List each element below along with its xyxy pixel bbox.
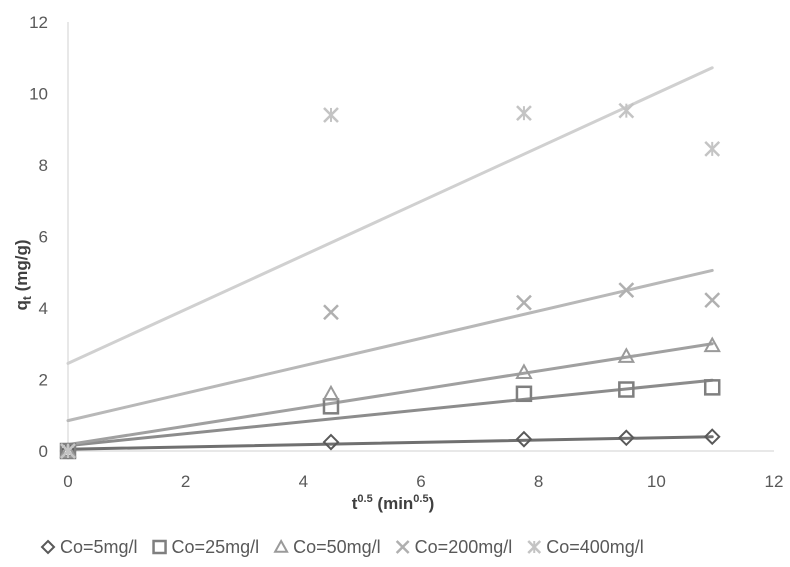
legend-item: Co=25mg/l [152,537,260,557]
data-point [323,107,339,123]
data-point [618,381,635,398]
x-tick-label: 0 [63,472,72,491]
legend-label: Co=50mg/l [293,537,381,557]
legend-item: Co=400mg/l [527,537,644,557]
y-tick-label: 4 [39,299,48,318]
trendline [66,435,714,451]
data-point [617,429,635,447]
data-point [395,540,410,554]
y-axis-title: qt (mg/g) [12,239,34,310]
x-tick-label: 4 [299,472,308,491]
legend-label: Co=400mg/l [546,537,644,557]
y-tick-label: 0 [39,442,48,461]
tick-labels: 0 2 4 6 8 10 12 0 2 4 6 8 10 12 [29,13,783,491]
data-point [618,102,635,119]
data-point [516,294,532,311]
x-tick-label: 2 [181,472,190,491]
data-point [322,384,340,401]
data-point [60,443,76,459]
y-tick-label: 12 [29,13,48,32]
x-tick-label: 10 [647,472,666,491]
data-point [515,430,533,448]
trendlines [66,66,714,451]
trendline [66,66,714,365]
x-tick-label: 6 [416,472,425,491]
data-point [527,540,542,554]
trendline [66,378,714,448]
y-tick-label: 2 [39,371,48,390]
data-point [516,105,532,122]
legend-item: Co=50mg/l [273,537,381,557]
x-tick-label: 12 [765,472,784,491]
trendline [66,268,714,423]
trendline [66,342,714,447]
markers [59,102,721,460]
data-point [703,428,721,446]
data-point [618,282,635,299]
legend-item: Co=200mg/l [395,537,513,557]
legend-item: Co=5mg/l [40,537,138,557]
data-point [152,539,167,555]
data-point [322,433,340,451]
legend-label: Co=200mg/l [415,537,513,557]
y-tick-label: 10 [29,85,48,104]
legend-label: Co=25mg/l [172,537,260,557]
data-point [515,363,533,379]
y-tick-label: 6 [39,228,48,247]
data-point [704,141,721,157]
data-point [703,379,721,396]
data-point [617,347,636,363]
data-point [703,336,721,353]
y-tick-label: 8 [39,156,48,175]
x-tick-label: 8 [534,472,543,491]
data-point [40,539,56,555]
data-point [515,385,533,403]
legend: Co=5mg/l Co=25mg/l Co=50mg/l Co=200mg/l Co=4… [40,537,644,557]
legend-label: Co=5mg/l [60,537,138,557]
data-point [323,304,339,321]
x-axis-title: t0.5 (min0.5) [352,493,435,513]
data-point [704,292,721,309]
data-point [273,538,289,553]
axes [67,22,774,452]
